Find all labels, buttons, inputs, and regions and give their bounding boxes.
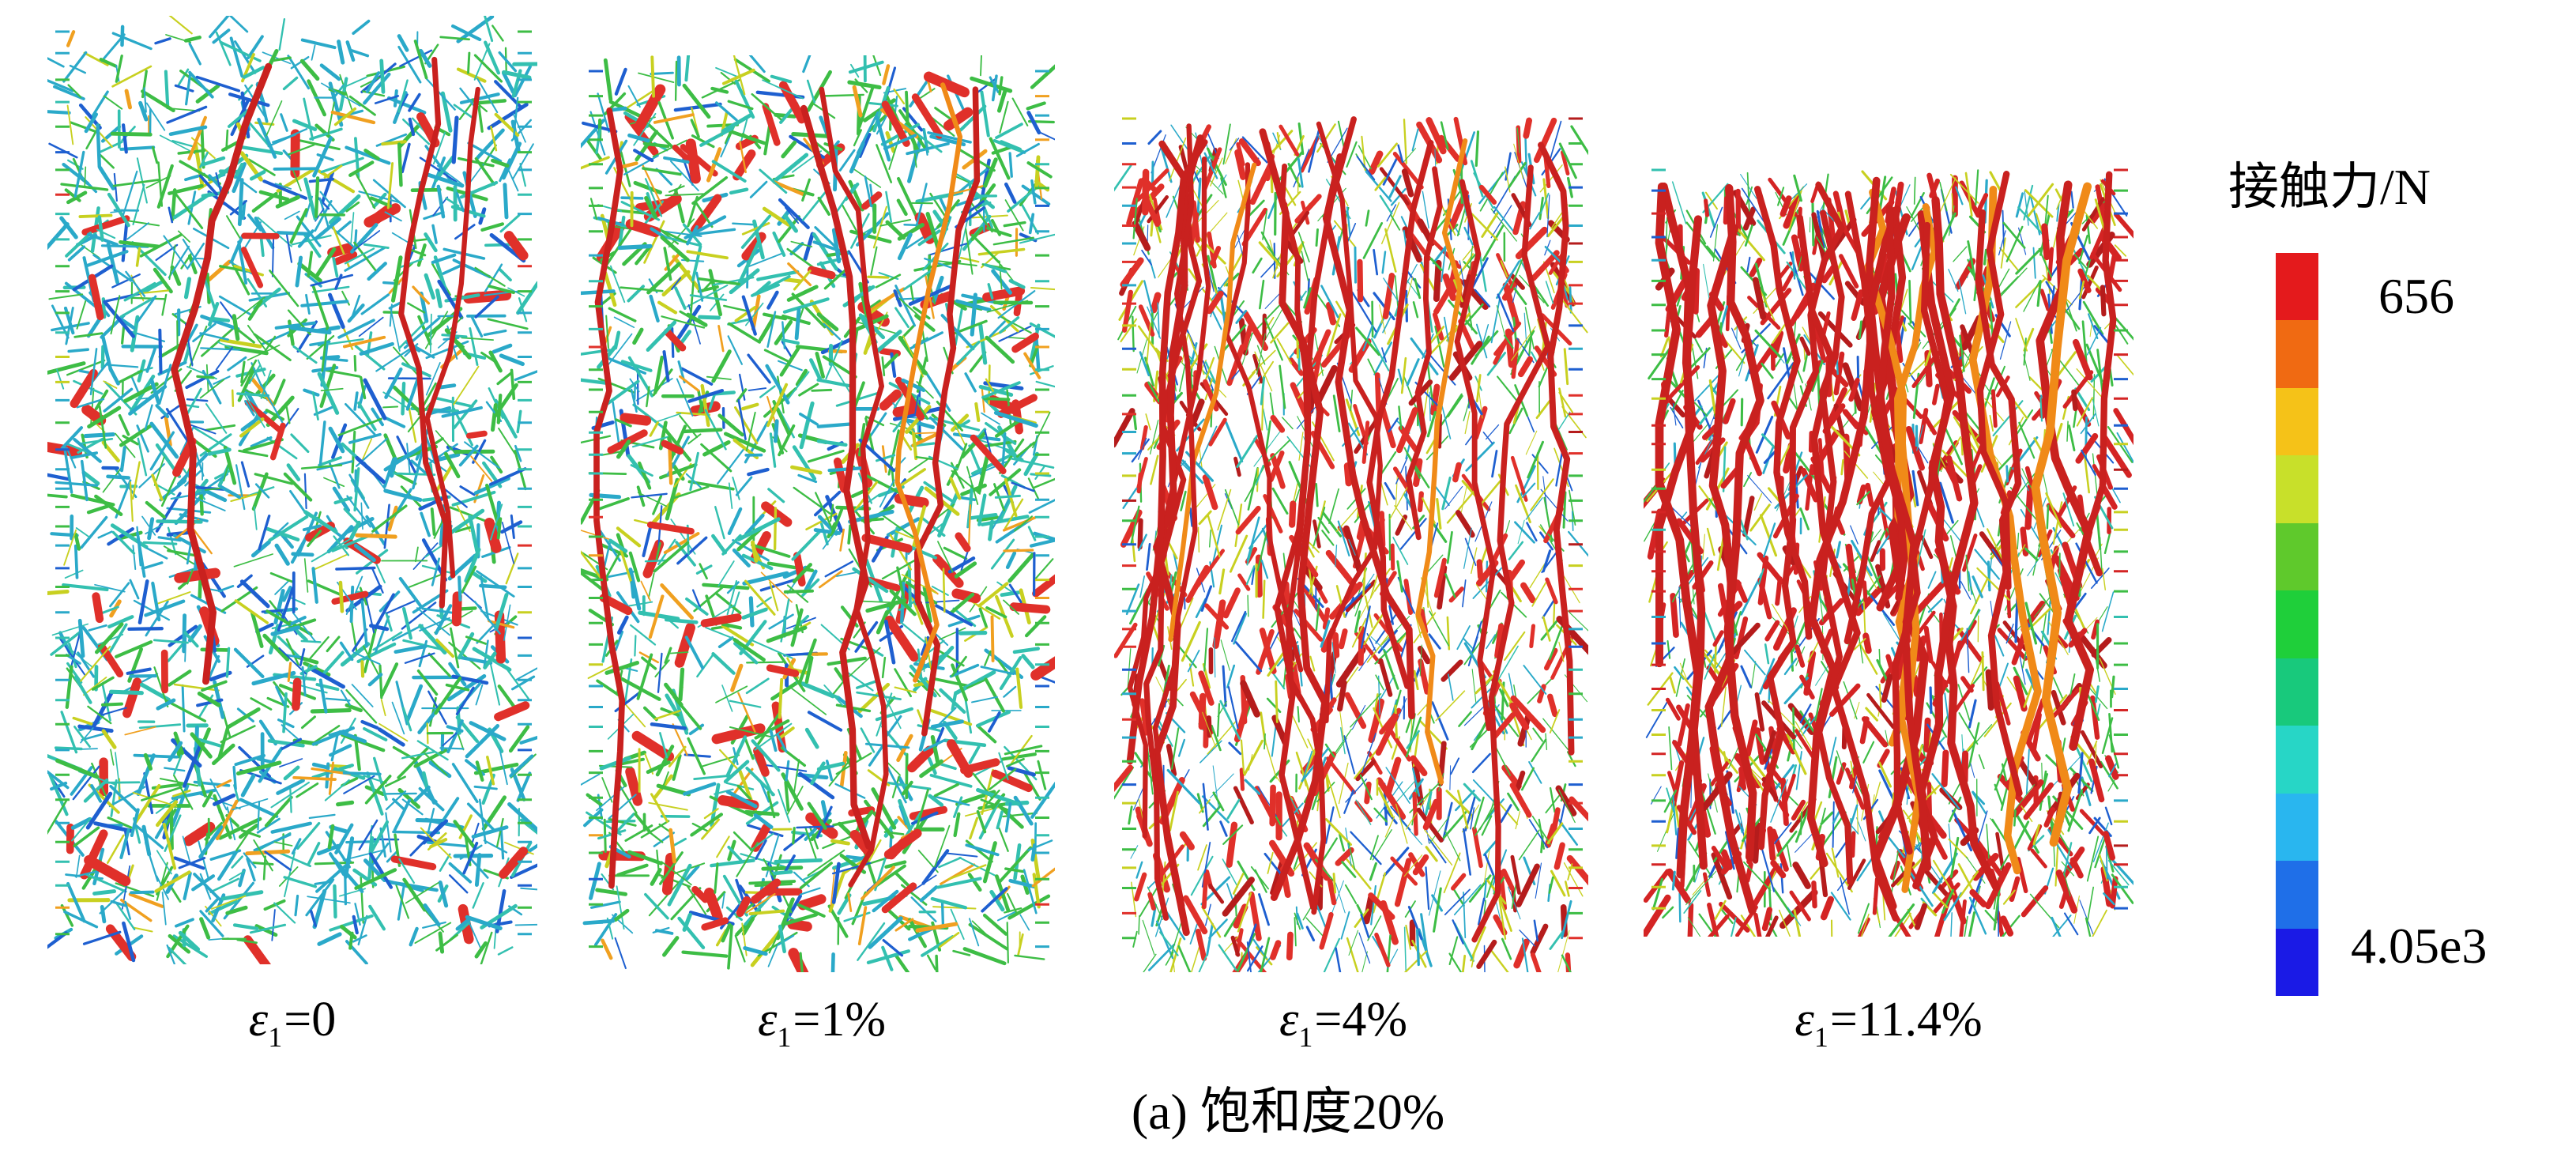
strong-force-chain [1415, 138, 1468, 785]
legend-color-step [2276, 590, 2318, 658]
figure-caption: (a) 饱和度20% [1131, 1084, 1445, 1140]
legend-color-step [2276, 387, 2318, 456]
strain-label-1: ε1=1% [757, 993, 887, 1053]
contact-force-chains [1114, 116, 1588, 972]
strong-force-chain [1454, 179, 1497, 731]
strong-force-chain [913, 86, 981, 737]
strong-force-chain [1976, 171, 2012, 590]
strain-label-2: ε1=4% [1279, 993, 1408, 1053]
strong-force-chain [1682, 215, 1708, 870]
strong-force-chain [1876, 205, 1908, 602]
strong-force-chain [1126, 140, 1188, 765]
strong-force-chain [1224, 162, 1304, 673]
force-network-panel-0 [47, 16, 537, 964]
strong-force-chain [1892, 221, 1951, 855]
legend-color-step [2276, 320, 2318, 388]
force-network-3 [1644, 168, 2133, 937]
contact-force-chains [581, 55, 1055, 972]
strong-force-chain [1757, 181, 1845, 850]
strong-force-chain [1274, 116, 1357, 911]
strong-force-chain [424, 86, 480, 579]
strain-label-0: ε1=0 [248, 993, 337, 1053]
strong-force-chain [1816, 209, 1854, 885]
strong-force-chain [1259, 128, 1329, 901]
strong-force-chain [800, 104, 872, 850]
strong-force-chain [2031, 182, 2092, 847]
force-network-1 [581, 55, 1055, 972]
strong-force-chain [894, 82, 963, 683]
legend-color-step [2276, 253, 2318, 321]
strong-force-chain [1279, 163, 1327, 915]
legend-color-step [2276, 793, 2318, 862]
legend-colorbar [2276, 253, 2318, 996]
legend-max-label: 656 [2378, 268, 2454, 324]
strong-force-chain [819, 86, 889, 888]
strong-force-chain [1753, 186, 1813, 640]
strong-force-chain [1143, 139, 1208, 921]
legend-color-step [2276, 522, 2318, 591]
strong-force-chain [593, 107, 626, 889]
contact-force-chains [1644, 168, 2133, 937]
strong-force-chain [171, 62, 273, 685]
legend-color-step [2276, 928, 2318, 996]
strong-force-chain [1471, 164, 1551, 943]
legend-color-step [2276, 658, 2318, 726]
strong-force-chain [1796, 214, 1900, 922]
strong-force-chain [1152, 123, 1198, 909]
strong-force-chain [1655, 182, 1703, 879]
legend-color-step [2276, 455, 2318, 523]
strong-force-chain [1843, 190, 1892, 645]
strong-force-chain [1127, 156, 1211, 839]
strong-force-chain [1975, 209, 2023, 797]
contact-force-chains [47, 16, 537, 964]
strong-force-chain [1322, 153, 1415, 720]
strong-force-chain [1366, 139, 1434, 689]
strong-force-chain [1917, 196, 1979, 872]
strong-force-chain [1406, 166, 1443, 541]
legend-color-step [2276, 861, 2318, 929]
force-network-2 [1114, 116, 1588, 972]
strong-force-chain [1968, 185, 2042, 875]
force-network-panel-2 [1114, 103, 1588, 972]
legend-color-step [2276, 726, 2318, 794]
strong-force-chain [1168, 162, 1257, 643]
force-network-panel-1 [581, 55, 1055, 972]
legend-title: 接触力/N [2228, 159, 2431, 215]
strong-force-chain [1723, 183, 1764, 862]
strong-force-chain [1538, 141, 1575, 756]
force-network-0 [47, 16, 537, 964]
strong-force-chain [398, 56, 449, 609]
legend-min-label: 4.05e3 [2351, 918, 2487, 974]
strong-force-chain [1704, 224, 1757, 915]
strain-label-3: ε1=11.4% [1795, 993, 1983, 1053]
force-network-panel-3 [1644, 154, 2133, 937]
strong-force-chain [1863, 188, 1920, 747]
